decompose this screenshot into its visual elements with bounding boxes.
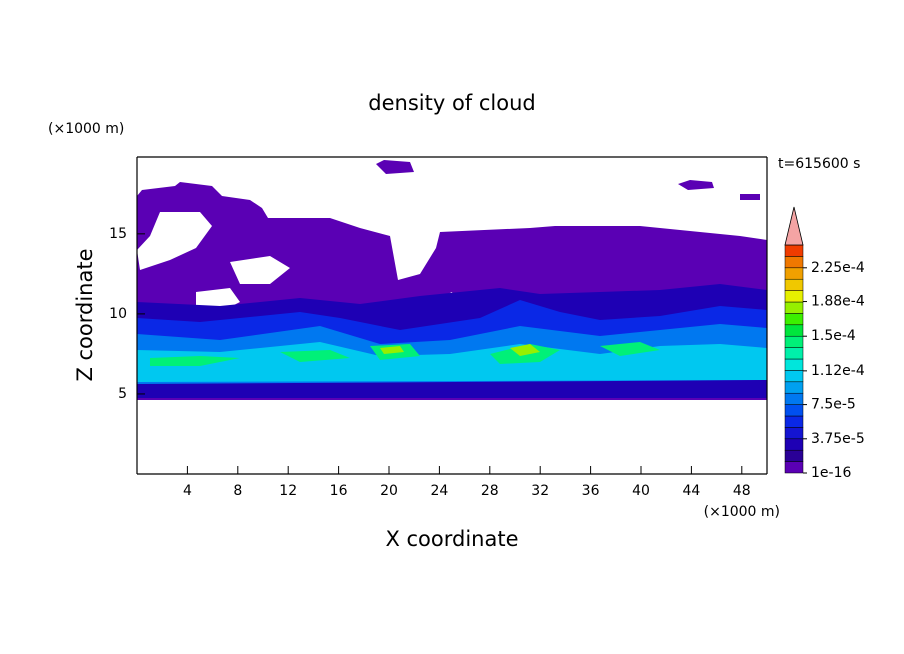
colorbar-box <box>784 335 804 348</box>
colorbar-tick-label: 1.88e-4 <box>811 294 865 310</box>
colorbar-box <box>784 301 804 314</box>
y-unit: (×1000 m) <box>48 121 124 137</box>
x-tick-label: 12 <box>279 483 297 499</box>
x-tick-label: 36 <box>582 483 600 499</box>
colorbar-box <box>784 278 804 291</box>
colorbar-box <box>784 427 804 440</box>
time-annotation: t=615600 s <box>778 156 860 172</box>
colorbar-box <box>784 370 804 383</box>
colorbar-box <box>784 290 804 303</box>
colorbar-box <box>784 415 804 428</box>
colorbar-box <box>784 449 804 462</box>
colorbar-box <box>784 381 804 394</box>
colorbar-box <box>784 347 804 360</box>
colorbar-box <box>784 438 804 451</box>
x-tick-label: 20 <box>380 483 398 499</box>
colorbar-box <box>784 392 804 405</box>
x-tick-label: 32 <box>531 483 549 499</box>
colorbar-tick-label: 2.25e-4 <box>811 260 865 276</box>
x-tick-label: 4 <box>183 483 192 499</box>
chart-title: density of cloud <box>368 91 535 115</box>
colorbar-tick-label: 1e-16 <box>811 465 851 481</box>
y-tick-label: 15 <box>109 226 127 242</box>
colorbar-tick-label: 7.5e-5 <box>811 397 856 413</box>
x-tick-label: 44 <box>682 483 700 499</box>
y-tick-label: 10 <box>109 306 127 322</box>
x-unit: (×1000 m) <box>704 504 780 520</box>
colorbar-tick-label: 3.75e-5 <box>811 431 865 447</box>
colorbar-box <box>784 313 804 326</box>
colorbar-box <box>784 404 804 417</box>
y-tick-label: 5 <box>118 386 127 402</box>
colorbar-box <box>784 256 804 269</box>
contour-field <box>137 160 767 400</box>
x-tick-label: 28 <box>481 483 499 499</box>
colorbar-box <box>784 324 804 337</box>
x-tick-label: 24 <box>430 483 448 499</box>
colorbar-box <box>784 358 804 371</box>
x-tick-label: 16 <box>330 483 348 499</box>
y-axis-label: Z coordinate <box>73 248 97 381</box>
colorbar-extension <box>784 206 804 246</box>
plot-frame <box>136 156 768 475</box>
x-tick-label: 8 <box>233 483 242 499</box>
colorbar-tick-label: 1.12e-4 <box>811 363 865 379</box>
colorbar-box <box>784 244 804 257</box>
colorbar-tick-label: 1.5e-4 <box>811 328 856 344</box>
x-tick-label: 48 <box>733 483 751 499</box>
colorbar-box <box>784 267 804 280</box>
x-axis-label: X coordinate <box>385 527 518 551</box>
x-tick-label: 40 <box>632 483 650 499</box>
colorbar-box <box>784 461 804 474</box>
